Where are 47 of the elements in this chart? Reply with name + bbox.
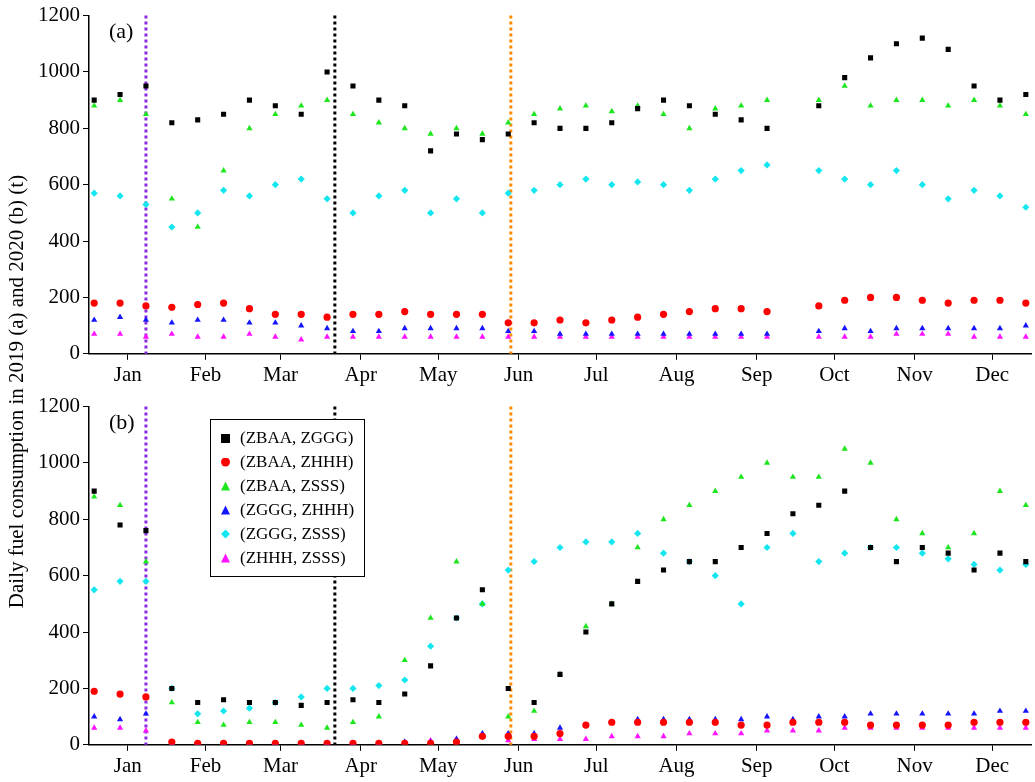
y-tick-label: 1000	[38, 58, 80, 83]
y-tick-label: 200	[48, 283, 80, 308]
y-tick-label: 400	[48, 618, 80, 643]
y-tick-label: 1000	[38, 449, 80, 474]
x-tick-label: Mar	[263, 361, 299, 386]
y-tick-label: 600	[48, 562, 80, 587]
x-tick-label: Jan	[113, 752, 143, 777]
x-tick-label: Sep	[740, 752, 773, 777]
x-tick-label: Feb	[189, 361, 222, 386]
y-tick-label: 0	[69, 340, 80, 365]
x-tick-label: Nov	[896, 752, 934, 777]
x-tick-label: Nov	[896, 361, 934, 386]
x-tick-label: Feb	[189, 752, 222, 777]
x-tick-label: Jan	[113, 361, 143, 386]
y-axis-title: Daily fuel consumption in 2019 (a) and 2020 (b) (t)	[4, 174, 30, 608]
annotation: (a)	[109, 18, 134, 44]
x-tick-label: Dec	[975, 361, 1010, 386]
y-tick-label: 0	[69, 731, 80, 756]
x-tick-label: Aug	[658, 752, 696, 777]
x-tick-label: Sep	[740, 361, 773, 386]
x-tick-label: Apr	[344, 752, 378, 777]
legend-label: (ZGGG, ZSSS)	[240, 523, 346, 545]
y-tick-label: 800	[48, 114, 80, 139]
y-tick-label: 200	[48, 674, 80, 699]
x-tick-label: Jun	[504, 752, 534, 777]
x-tick-label: Dec	[975, 752, 1010, 777]
x-tick-label: Jul	[583, 361, 609, 386]
legend-label: (ZGGG, ZHHH)	[240, 499, 355, 521]
y-tick-label: 1200	[38, 393, 80, 418]
x-tick-label: Apr	[344, 361, 378, 386]
x-tick-label: Mar	[263, 752, 299, 777]
y-tick-label: 800	[48, 505, 80, 530]
legend-label: (ZBAA, ZHHH)	[240, 451, 354, 473]
y-tick-label: 1200	[38, 2, 80, 27]
x-tick-label: Oct	[819, 361, 850, 386]
x-tick-label: Jun	[504, 361, 534, 386]
y-tick-label: 600	[48, 171, 80, 196]
x-tick-label: Oct	[819, 752, 850, 777]
y-tick-label: 400	[48, 227, 80, 252]
x-tick-label: May	[419, 752, 459, 777]
legend-label: (ZHHH, ZSSS)	[240, 547, 346, 569]
x-tick-label: May	[419, 361, 459, 386]
legend-label: (ZBAA, ZSSS)	[240, 475, 345, 497]
annotation: (b)	[109, 409, 135, 435]
x-tick-label: Aug	[658, 361, 696, 386]
x-tick-label: Jul	[583, 752, 609, 777]
legend-label: (ZBAA, ZGGG)	[240, 427, 354, 449]
